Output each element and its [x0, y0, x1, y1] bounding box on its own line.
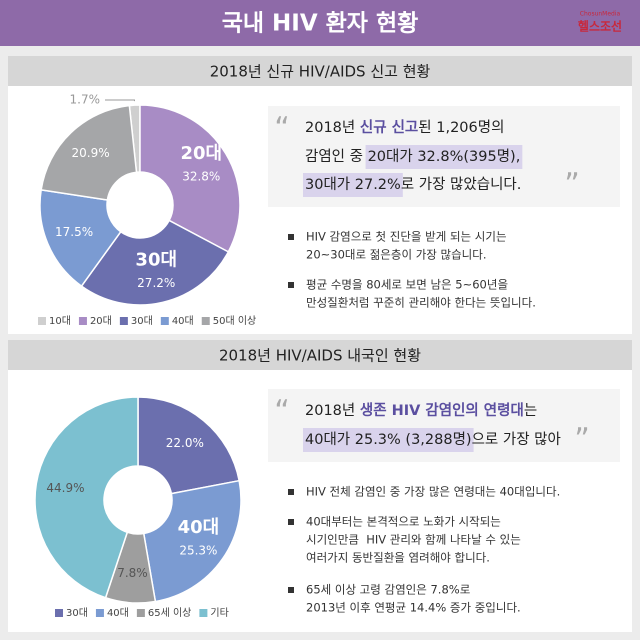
- bullet-text: 20~30대로 젊은층이 가장 많습니다.: [306, 248, 486, 262]
- legend-swatch: [136, 609, 145, 617]
- value-label: 1.7%: [70, 93, 101, 107]
- legend-swatch: [95, 609, 104, 617]
- quote-mark: ”: [574, 423, 590, 458]
- bullet: [288, 587, 294, 593]
- legend-label: 50대 이상: [213, 315, 257, 327]
- legend-swatch: [38, 317, 46, 325]
- bullet-text: 여러가지 동반질환을 염려해야 합니다.: [306, 551, 490, 565]
- legend-label: 30대: [66, 607, 88, 619]
- quote-segment: 으로 가장 많아: [472, 431, 561, 448]
- legend-label: 65세 이상: [148, 607, 192, 619]
- quote-segment: 로 가장 많았습니다.: [401, 176, 522, 193]
- quote-segment: 2018년: [305, 402, 360, 419]
- value-label: 22.0%: [166, 436, 204, 450]
- category-label: 40대: [178, 517, 220, 538]
- quote-line: 30대가 27.2%로 가장 많았습니다.: [305, 176, 521, 193]
- bullet: [288, 519, 294, 525]
- legend-label: 20대: [90, 315, 112, 327]
- bullet: [288, 489, 294, 495]
- value-label: 27.2%: [137, 276, 175, 290]
- quote-line: 감염인 중 20대가 32.8%(395명),: [305, 148, 520, 165]
- page-title: 국내 HIV 환자 현황: [222, 11, 419, 37]
- bullet: [288, 234, 294, 240]
- panel-heading-bar: [8, 56, 632, 86]
- quote-segment: 40대가 25.3% (3,288명): [305, 431, 472, 448]
- value-label: 17.5%: [55, 225, 93, 239]
- value-label: 32.8%: [182, 170, 220, 184]
- legend-label: 40대: [107, 607, 129, 619]
- legend-label: 10대: [49, 315, 71, 327]
- quote-mark: “: [274, 395, 290, 430]
- leader-line: [105, 99, 135, 102]
- logo: 헬스조선: [578, 19, 622, 34]
- donut-slice: [40, 104, 138, 201]
- quote-mark: “: [274, 112, 290, 147]
- quote-line: 2018년 신규 신고된 1,206명의: [305, 119, 504, 136]
- legend-swatch: [55, 609, 63, 617]
- quote-segment: 생존 HIV 감염인의 연령대: [360, 401, 524, 419]
- quote-segment: 30대가 27.2%: [305, 176, 401, 193]
- bullet-text: 만성질환처럼 꾸준히 관리해야 한다는 뜻입니다.: [306, 296, 536, 310]
- bullet-text: 평균 수명을 80세로 보면 남은 5~60년을: [306, 278, 508, 292]
- legend-swatch: [78, 317, 87, 325]
- bullet-text: 2013년 이후 연평균 14.4% 증가 중입니다.: [306, 601, 521, 615]
- bullet-text: 40대부터는 본격적으로 노화가 시작되는: [306, 515, 501, 529]
- value-label: 7.8%: [117, 566, 148, 580]
- logo-small: ChosunMedia: [580, 11, 621, 18]
- quote-line: 40대가 25.3% (3,288명)으로 가장 많아: [305, 431, 561, 448]
- quote-segment: 20대가 32.8%(395명),: [368, 148, 521, 165]
- legend-swatch: [199, 609, 208, 617]
- donut-slice: [34, 396, 139, 599]
- bullet-text: 65세 이상 고령 감염인은 7.8%로: [306, 583, 470, 597]
- value-label: 44.9%: [46, 481, 84, 495]
- donut-slice: [80, 219, 230, 306]
- quote-segment: 2018년: [305, 119, 360, 136]
- value-label: 25.3%: [179, 543, 217, 557]
- quote-segment: 된 1,206명의: [418, 119, 504, 136]
- quote-line: 2018년 생존 HIV 감염인의 연령대는: [305, 401, 537, 419]
- legend-swatch: [160, 317, 169, 325]
- bullet: [288, 282, 294, 288]
- legend-swatch: [201, 317, 210, 325]
- highlight-box: [303, 173, 403, 197]
- legend-label: 40대: [172, 315, 194, 327]
- quote-segment: 신규 신고: [360, 119, 418, 136]
- highlight-box: [303, 428, 474, 452]
- bullet-text: HIV 감염으로 첫 진단을 받게 되는 시기는: [306, 230, 507, 244]
- quote-mark: ”: [564, 168, 580, 203]
- legend-label: 30대: [131, 315, 153, 327]
- category-label: 30대: [135, 250, 177, 271]
- bullet-text: HIV 전체 감염인 중 가장 많은 연령대는 40대입니다.: [306, 485, 560, 499]
- donut-slice: [39, 188, 122, 288]
- bullet-text: 시기인만큼 HIV 관리와 함께 나타날 수 있는: [306, 533, 521, 547]
- highlight-box: [365, 145, 523, 169]
- donut-slice: [142, 479, 242, 603]
- donut-slice: [137, 396, 241, 495]
- donut-slice: [139, 104, 241, 253]
- panel-heading: 2018년 HIV/AIDS 내국인 현황: [219, 347, 421, 365]
- legend-swatch: [119, 317, 128, 325]
- legend-label: 기타: [210, 607, 228, 619]
- header-bar: [0, 0, 640, 46]
- value-label: 20.9%: [72, 146, 110, 160]
- quote-segment: 는: [524, 402, 537, 419]
- category-label: 20대: [180, 143, 222, 164]
- panel-heading: 2018년 신규 HIV/AIDS 신고 현황: [210, 63, 431, 81]
- panel-heading-bar: [8, 340, 632, 370]
- quote-segment: 감염인 중: [305, 148, 368, 165]
